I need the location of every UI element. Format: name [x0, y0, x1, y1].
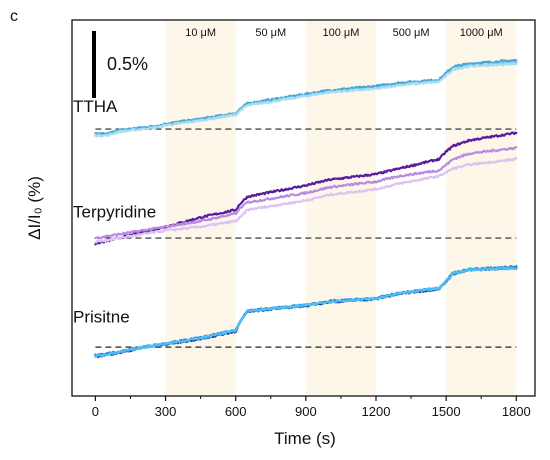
- x-axis-title: Time (s): [274, 429, 336, 448]
- scale-bar-label: 0.5%: [107, 54, 148, 74]
- band-label: 10 μM: [185, 27, 216, 39]
- series-line-1-1: [94, 146, 518, 240]
- band-label: 100 μM: [322, 27, 359, 39]
- baselines: [95, 128, 517, 348]
- group-label: Prisitne: [73, 308, 130, 327]
- band-label: 50 μM: [255, 27, 286, 39]
- x-tick-label: 1200: [362, 404, 391, 419]
- y-axis-title: ΔI/I₀ (%): [25, 176, 44, 240]
- plot-frame: [71, 19, 536, 397]
- panel-label: c: [10, 8, 18, 25]
- band-label: 500 μM: [393, 27, 430, 39]
- group-label: TTHA: [73, 97, 118, 116]
- x-tick-label: 0: [92, 404, 99, 419]
- concentration-bands: 10 μM 50 μM 100 μM 500 μM 1000 μM: [165, 21, 517, 395]
- band-4: [446, 21, 517, 395]
- series-line-1-0: [94, 131, 518, 246]
- x-tick-label: 900: [295, 404, 317, 419]
- x-tick-label: 300: [155, 404, 177, 419]
- band-label: 1000 μM: [460, 27, 503, 39]
- band-2: [305, 21, 376, 395]
- series-lines: [94, 58, 518, 359]
- x-tick-label: 600: [225, 404, 247, 419]
- x-tick-label: 1800: [502, 404, 531, 419]
- group-label: Terpyridine: [73, 202, 156, 221]
- series-line-2-2: [94, 266, 518, 358]
- series-line-0-2: [94, 62, 518, 138]
- x-axis: 0 300 600 900 1200 1500 1800: [92, 396, 531, 419]
- x-tick-label: 1500: [432, 404, 461, 419]
- group-labels: TTHA Terpyridine Prisitne: [73, 97, 156, 327]
- series-line-1-2: [94, 157, 518, 244]
